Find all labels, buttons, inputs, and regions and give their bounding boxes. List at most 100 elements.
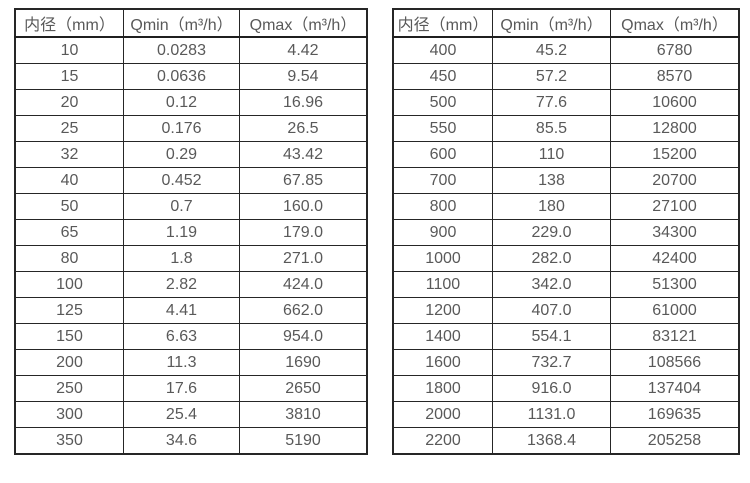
qmax-cell: 16.96 — [239, 89, 368, 116]
column-header: Qmin（m³/h） — [492, 8, 611, 38]
table-row: 250 17.6 2650 — [14, 375, 368, 402]
table-row: 550 85.5 12800 — [392, 115, 740, 142]
diameter-cell: 400 — [392, 36, 493, 64]
qmin-cell: 45.2 — [492, 36, 611, 64]
qmin-cell: 916.0 — [492, 375, 611, 402]
flow-table-large-diameters: 内径（mm） Qmin（m³/h） Qmax（m³/h） 400 45.2 6780 45… — [392, 8, 740, 455]
qmin-cell: 407.0 — [492, 297, 611, 324]
diameter-cell: 10 — [14, 36, 124, 64]
qmax-cell: 61000 — [610, 297, 740, 324]
qmin-cell: 342.0 — [492, 271, 611, 298]
qmin-cell: 17.6 — [123, 375, 240, 402]
qmax-cell: 271.0 — [239, 245, 368, 272]
table-row: 400 45.2 6780 — [392, 36, 740, 64]
diameter-cell: 300 — [14, 401, 124, 428]
diameter-cell: 550 — [392, 115, 493, 142]
qmin-cell: 6.63 — [123, 323, 240, 350]
table-row: 500 77.6 10600 — [392, 89, 740, 116]
qmin-cell: 1.19 — [123, 219, 240, 246]
qmin-cell: 0.29 — [123, 141, 240, 168]
table-row: 2000 1131.0 169635 — [392, 401, 740, 428]
qmax-cell: 108566 — [610, 349, 740, 376]
table-row: 25 0.176 26.5 — [14, 115, 368, 142]
table-body: 400 45.2 6780 450 57.2 8570 500 77.6 10600 550 85.… — [392, 36, 740, 455]
column-header: Qmin（m³/h） — [123, 8, 240, 38]
qmax-cell: 10600 — [610, 89, 740, 116]
column-header: Qmax（m³/h） — [610, 8, 740, 38]
table-row: 700 138 20700 — [392, 167, 740, 194]
qmax-cell: 42400 — [610, 245, 740, 272]
diameter-cell: 500 — [392, 89, 493, 116]
qmin-cell: 57.2 — [492, 63, 611, 90]
qmin-cell: 1368.4 — [492, 427, 611, 455]
diameter-cell: 50 — [14, 193, 124, 220]
diameter-cell: 65 — [14, 219, 124, 246]
qmax-cell: 2650 — [239, 375, 368, 402]
qmin-cell: 1131.0 — [492, 401, 611, 428]
diameter-cell: 1200 — [392, 297, 493, 324]
diameter-cell: 1400 — [392, 323, 493, 350]
diameter-cell: 1800 — [392, 375, 493, 402]
qmax-cell: 662.0 — [239, 297, 368, 324]
table-row: 80 1.8 271.0 — [14, 245, 368, 272]
qmax-cell: 137404 — [610, 375, 740, 402]
diameter-cell: 100 — [14, 271, 124, 298]
qmax-cell: 4.42 — [239, 36, 368, 64]
diameter-cell: 350 — [14, 427, 124, 455]
table-row: 1000 282.0 42400 — [392, 245, 740, 272]
table-row: 125 4.41 662.0 — [14, 297, 368, 324]
table-row: 800 180 27100 — [392, 193, 740, 220]
qmax-cell: 20700 — [610, 167, 740, 194]
table-row: 150 6.63 954.0 — [14, 323, 368, 350]
table-row: 600 110 15200 — [392, 141, 740, 168]
qmin-cell: 0.12 — [123, 89, 240, 116]
qmax-cell: 8570 — [610, 63, 740, 90]
qmin-cell: 110 — [492, 141, 611, 168]
table-row: 1100 342.0 51300 — [392, 271, 740, 298]
qmax-cell: 1690 — [239, 349, 368, 376]
column-header: Qmax（m³/h） — [239, 8, 368, 38]
qmax-cell: 954.0 — [239, 323, 368, 350]
diameter-cell: 700 — [392, 167, 493, 194]
qmin-cell: 85.5 — [492, 115, 611, 142]
diameter-cell: 150 — [14, 323, 124, 350]
table-row: 50 0.7 160.0 — [14, 193, 368, 220]
qmax-cell: 179.0 — [239, 219, 368, 246]
qmin-cell: 11.3 — [123, 349, 240, 376]
table-row: 1800 916.0 137404 — [392, 375, 740, 402]
table-row: 1600 732.7 108566 — [392, 349, 740, 376]
qmax-cell: 67.85 — [239, 167, 368, 194]
qmin-cell: 34.6 — [123, 427, 240, 455]
table-row: 2200 1368.4 205258 — [392, 427, 740, 455]
qmin-cell: 554.1 — [492, 323, 611, 350]
qmax-cell: 26.5 — [239, 115, 368, 142]
qmin-cell: 25.4 — [123, 401, 240, 428]
qmax-cell: 83121 — [610, 323, 740, 350]
diameter-cell: 80 — [14, 245, 124, 272]
table-row: 1200 407.0 61000 — [392, 297, 740, 324]
qmax-cell: 3810 — [239, 401, 368, 428]
diameter-cell: 600 — [392, 141, 493, 168]
qmin-cell: 138 — [492, 167, 611, 194]
table-row: 450 57.2 8570 — [392, 63, 740, 90]
qmax-cell: 5190 — [239, 427, 368, 455]
table-row: 10 0.0283 4.42 — [14, 36, 368, 64]
table-row: 300 25.4 3810 — [14, 401, 368, 428]
qmin-cell: 0.452 — [123, 167, 240, 194]
qmin-cell: 282.0 — [492, 245, 611, 272]
table-row: 1400 554.1 83121 — [392, 323, 740, 350]
diameter-cell: 1600 — [392, 349, 493, 376]
diameter-cell: 450 — [392, 63, 493, 90]
qmax-cell: 6780 — [610, 36, 740, 64]
column-header: 内径（mm） — [14, 8, 124, 38]
qmin-cell: 0.7 — [123, 193, 240, 220]
qmax-cell: 169635 — [610, 401, 740, 428]
diameter-cell: 200 — [14, 349, 124, 376]
qmax-cell: 15200 — [610, 141, 740, 168]
diameter-cell: 15 — [14, 63, 124, 90]
table-row: 350 34.6 5190 — [14, 427, 368, 455]
header-row: 内径（mm） Qmin（m³/h） Qmax（m³/h） — [14, 8, 368, 38]
qmax-cell: 205258 — [610, 427, 740, 455]
qmax-cell: 424.0 — [239, 271, 368, 298]
